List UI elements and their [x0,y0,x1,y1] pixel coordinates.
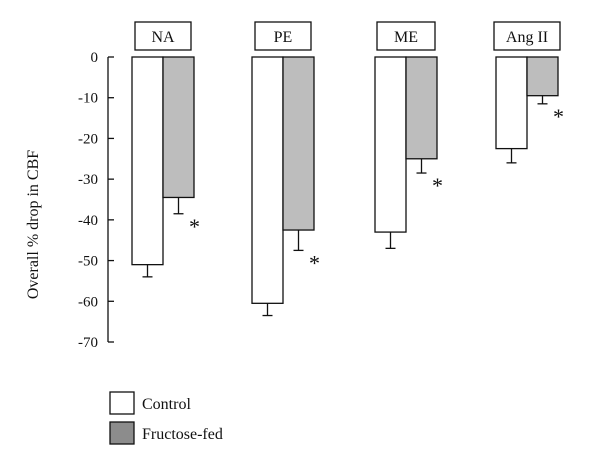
y-axis-title: Overall % drop in CBF [25,150,42,299]
legend-swatch [109,391,135,415]
category-label: PE [274,29,293,46]
bar [282,56,315,231]
bar [495,56,528,150]
y-tick-label: -30 [78,172,98,188]
category-box [493,21,561,51]
category-labels: NA PE ME Ang II [134,21,561,51]
legend-swatch [109,421,135,445]
y-tick-label: -10 [78,91,98,107]
bar [526,56,559,97]
y-tick-label: -50 [78,254,98,270]
significance-marker: * [309,250,320,275]
y-tick-label: -40 [78,213,98,229]
y-tick-label: -60 [78,294,98,310]
legend-label: Control [142,396,191,413]
y-tick-label: -20 [78,131,98,147]
legend-label: Fructose-fed [142,426,223,443]
legend: Control Fructose-fed [109,391,223,445]
significance-marker: * [553,104,564,129]
category-box [376,21,436,51]
bar [162,56,195,199]
bar [131,56,164,266]
y-tick-label: 0 [91,50,99,66]
category-box [254,21,312,51]
bar [405,56,438,160]
category-label: Ang II [506,29,548,46]
y-tick-label: -70 [78,335,98,351]
significance-marker: * [432,173,443,198]
category-label: ME [394,29,418,46]
bar [251,56,284,304]
significance-marker: * [189,214,200,239]
bars: * * * * [131,56,564,317]
bar [374,56,407,233]
category-label: NA [151,29,175,46]
category-box [134,21,192,51]
y-axis: 0 -10 -20 -30 -40 -50 -60 -70 Overall % drop in … [25,50,114,351]
